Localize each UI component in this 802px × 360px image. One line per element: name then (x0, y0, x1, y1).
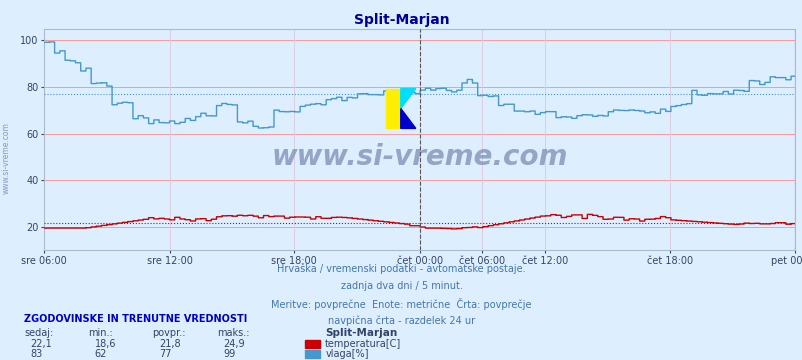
Polygon shape (400, 108, 415, 129)
Text: zadnja dva dni / 5 minut.: zadnja dva dni / 5 minut. (340, 281, 462, 291)
Text: 99: 99 (223, 348, 235, 359)
Text: www.si-vreme.com: www.si-vreme.com (271, 143, 567, 171)
Text: maks.:: maks.: (217, 328, 249, 338)
Text: 83: 83 (30, 348, 43, 359)
Text: temperatura[C]: temperatura[C] (325, 339, 401, 349)
Text: 21,8: 21,8 (159, 339, 180, 349)
Text: navpična črta - razdelek 24 ur: navpična črta - razdelek 24 ur (327, 315, 475, 326)
Text: 22,1: 22,1 (30, 339, 52, 349)
Text: ZGODOVINSKE IN TRENUTNE VREDNOSTI: ZGODOVINSKE IN TRENUTNE VREDNOSTI (24, 314, 247, 324)
Text: Hrvaška / vremenski podatki - avtomatske postaje.: Hrvaška / vremenski podatki - avtomatske… (277, 264, 525, 274)
Text: 24,9: 24,9 (223, 339, 245, 349)
Text: 62: 62 (95, 348, 107, 359)
Text: min.:: min.: (88, 328, 113, 338)
Polygon shape (400, 89, 415, 108)
Text: Meritve: povprečne  Enote: metrične  Črta: povprečje: Meritve: povprečne Enote: metrične Črta:… (271, 298, 531, 310)
Text: www.si-vreme.com: www.si-vreme.com (2, 122, 11, 194)
Text: Split-Marjan: Split-Marjan (353, 13, 449, 27)
Text: 18,6: 18,6 (95, 339, 116, 349)
Polygon shape (385, 89, 400, 129)
Text: vlaga[%]: vlaga[%] (325, 348, 368, 359)
Text: povpr.:: povpr.: (152, 328, 186, 338)
Text: 77: 77 (159, 348, 172, 359)
Text: Split-Marjan: Split-Marjan (325, 328, 397, 338)
Text: sedaj:: sedaj: (24, 328, 53, 338)
